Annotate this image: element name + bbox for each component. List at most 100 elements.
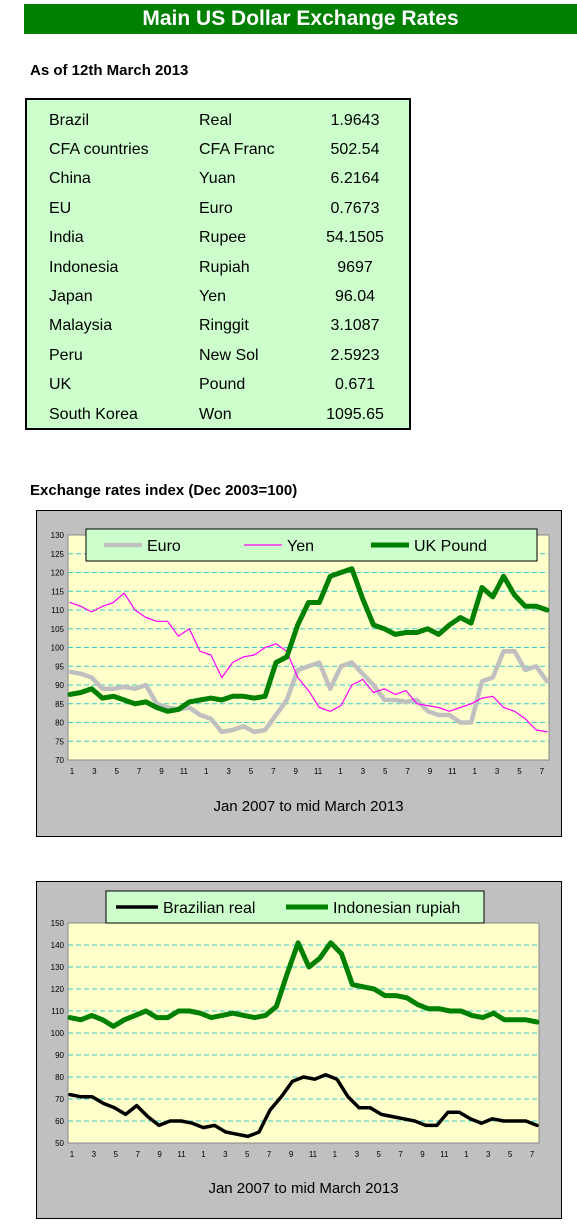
as-of-date: As of 12th March 2013 xyxy=(30,62,189,79)
rate-rate: 0.7673 xyxy=(330,199,380,217)
x-tick-label: 11 xyxy=(314,767,323,776)
x-tick-label: 5 xyxy=(245,1150,250,1159)
x-tick-label: 1 xyxy=(70,1150,75,1159)
x-tick-label: 3 xyxy=(226,767,231,776)
rate-rate: 9697 xyxy=(337,258,373,276)
x-tick-label: 7 xyxy=(137,767,142,776)
rate-country: EU xyxy=(49,199,72,217)
x-tick-label: 1 xyxy=(338,767,343,776)
rate-currency: Euro xyxy=(199,199,233,217)
rate-country: South Korea xyxy=(49,405,138,423)
rate-country: Peru xyxy=(49,346,83,364)
rate-country: India xyxy=(49,229,84,247)
rates-table-box: Brazil Real 1.9643 CFA countries CFA Franc 50… xyxy=(25,98,411,430)
rate-currency: Pound xyxy=(199,376,246,394)
legend-box xyxy=(85,528,538,562)
section-title: Exchange rates index (Dec 2003=100) xyxy=(30,482,298,499)
x-tick-label: 7 xyxy=(267,1150,272,1159)
y-tick-label: 130 xyxy=(51,531,65,540)
y-tick-label: 50 xyxy=(55,1139,64,1148)
series-line xyxy=(67,566,550,714)
rate-rate: 3.1087 xyxy=(330,317,380,335)
x-axis-label: Jan 2007 to mid March 2013 xyxy=(208,1180,398,1197)
rate-currency: Real xyxy=(199,111,232,129)
rate-country: Japan xyxy=(49,288,93,306)
x-tick-label: 3 xyxy=(361,767,366,776)
x-tick-label: 1 xyxy=(333,1150,338,1159)
x-tick-label: 3 xyxy=(223,1150,228,1159)
x-tick-label: 9 xyxy=(159,767,164,776)
x-tick-label: 11 xyxy=(177,1150,186,1159)
x-tick-label: 1 xyxy=(472,767,477,776)
rate-country: UK xyxy=(49,376,72,394)
rate-currency: Yen xyxy=(199,288,226,306)
rate-country: CFA countries xyxy=(49,141,149,159)
x-tick-label: 11 xyxy=(440,1150,449,1159)
x-tick-label: 5 xyxy=(376,1150,381,1159)
x-tick-label: 3 xyxy=(92,767,97,776)
x-tick-label: 7 xyxy=(135,1150,140,1159)
series-line xyxy=(67,940,540,1029)
y-tick-label: 120 xyxy=(51,985,65,994)
rate-currency: Yuan xyxy=(199,170,236,188)
rate-row: EU Euro 0.7673 xyxy=(49,194,391,223)
x-tick-label: 5 xyxy=(508,1150,513,1159)
x-tick-label: 3 xyxy=(92,1150,97,1159)
y-tick-label: 80 xyxy=(55,1073,64,1082)
rate-row: South Korea Won 1095.65 xyxy=(49,400,391,429)
y-tick-label: 100 xyxy=(51,644,65,653)
y-tick-label: 120 xyxy=(51,569,65,578)
rate-rate: 0.671 xyxy=(334,376,376,394)
y-tick-label: 100 xyxy=(51,1029,65,1038)
rate-currency: Rupiah xyxy=(199,258,250,276)
y-tick-label: 140 xyxy=(51,941,65,950)
x-tick-label: 1 xyxy=(204,767,209,776)
x-tick-label: 5 xyxy=(383,767,388,776)
x-tick-label: 9 xyxy=(428,767,433,776)
x-tick-label: 9 xyxy=(420,1150,425,1159)
y-tick-label: 150 xyxy=(51,919,65,928)
y-tick-label: 95 xyxy=(55,662,64,671)
rate-currency: Rupee xyxy=(199,229,247,247)
rate-row: India Rupee 54.1505 xyxy=(49,224,391,253)
legend-label: Brazilian real xyxy=(163,900,255,917)
rate-row: Brazil Real 1.9643 xyxy=(49,106,391,135)
x-tick-label: 7 xyxy=(398,1150,403,1159)
rate-rate: 1095.65 xyxy=(326,405,384,423)
y-tick-label: 115 xyxy=(51,587,64,596)
x-tick-label: 5 xyxy=(114,1150,119,1159)
y-tick-label: 90 xyxy=(55,681,64,690)
rate-rate: 2.5923 xyxy=(330,346,380,364)
x-axis-label: Jan 2007 to mid March 2013 xyxy=(213,798,403,815)
page-title: Main US Dollar Exchange Rates xyxy=(142,7,459,30)
rate-currency: Ringgit xyxy=(199,317,249,335)
y-tick-label: 85 xyxy=(55,700,64,709)
rate-row: China Yuan 6.2164 xyxy=(49,165,391,194)
x-tick-label: 7 xyxy=(271,767,276,776)
y-tick-label: 110 xyxy=(51,606,64,615)
rate-currency: New Sol xyxy=(199,346,259,364)
series-line xyxy=(69,592,548,733)
rate-rate: 54.1505 xyxy=(326,229,384,247)
rate-rate: 502.54 xyxy=(330,141,380,159)
y-tick-label: 90 xyxy=(55,1051,64,1060)
rates-table: Brazil Real 1.9643 CFA countries CFA Franc 50… xyxy=(49,106,391,429)
rate-row: Peru New Sol 2.5923 xyxy=(49,341,391,370)
rate-currency: CFA Franc xyxy=(199,141,275,159)
x-tick-label: 5 xyxy=(517,767,522,776)
legend-label: Euro xyxy=(147,538,181,555)
x-tick-label: 1 xyxy=(201,1150,206,1159)
y-tick-label: 110 xyxy=(51,1007,64,1016)
rate-rate: 1.9643 xyxy=(330,111,380,129)
x-tick-label: 1 xyxy=(70,767,75,776)
x-tick-label: 9 xyxy=(293,767,298,776)
x-tick-label: 9 xyxy=(157,1150,162,1159)
x-tick-label: 7 xyxy=(540,767,545,776)
rate-currency: Won xyxy=(199,405,232,423)
x-tick-label: 1 xyxy=(464,1150,469,1159)
y-tick-label: 105 xyxy=(51,625,65,634)
y-tick-label: 70 xyxy=(55,1095,64,1104)
rate-rate: 96.04 xyxy=(334,288,376,306)
